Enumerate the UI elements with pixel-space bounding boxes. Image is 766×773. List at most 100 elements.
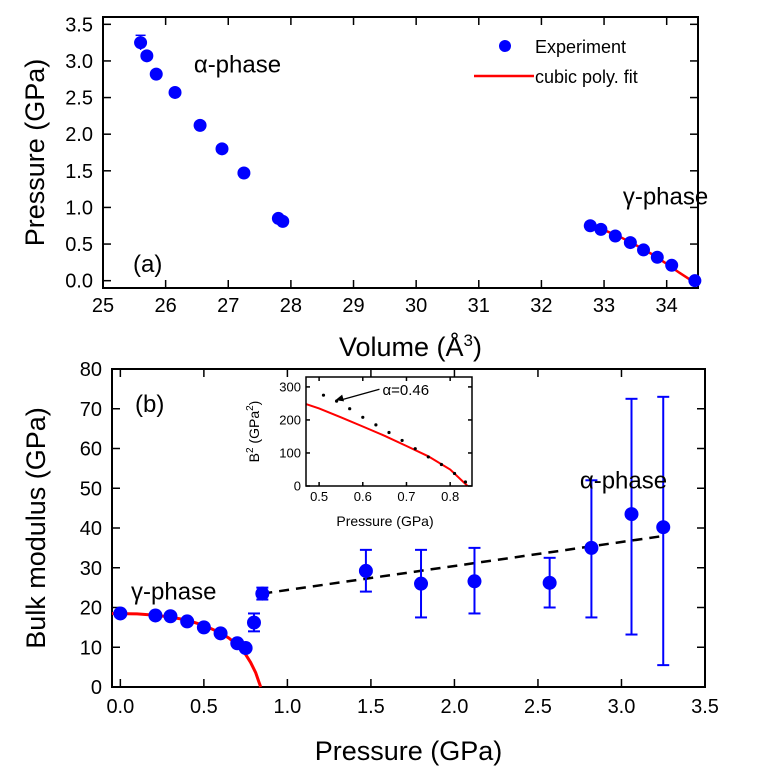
x-tick-label: 30 (405, 295, 427, 317)
bulk-modulus-point (238, 641, 253, 656)
inset-x-ticks: 0.5 0.6 0.7 0.8 (310, 377, 459, 504)
bulk-modulus-point (255, 586, 270, 601)
inset-data-point (374, 423, 378, 427)
inset-frame (305, 376, 473, 487)
panel-a-frame (102, 16, 699, 289)
panel-b-y-axis-title: Bulk modulus (GPa) (21, 407, 51, 649)
inset-series (305, 393, 469, 487)
x-tick-label: 27 (217, 295, 239, 317)
panel-a-gamma-phase-label: γ-phase (623, 183, 708, 210)
x-tick-label: 2.0 (441, 696, 469, 718)
panel-a-label: (a) (133, 251, 162, 278)
experiment-point (140, 49, 154, 63)
x-tick-label: 34 (656, 295, 678, 317)
y-tick-label: 0.5 (65, 234, 93, 256)
panel-a-y-ticks: 0.0 0.5 1.0 1.5 2.0 2.5 3.0 3.5 (65, 14, 698, 293)
bulk-modulus-point (584, 540, 599, 555)
panel-b-gamma-phase-label: γ-phase (131, 579, 216, 606)
experiment-point (215, 142, 229, 156)
inset-y-axis-title: B2 (GPa2) (245, 401, 262, 463)
experiment-point (583, 219, 597, 233)
bulk-modulus-point (148, 608, 163, 623)
experiment-point (134, 36, 148, 50)
panel-a-series (134, 34, 702, 288)
panel-b: 0.0 0.5 1.0 1.5 2.0 2.5 3.0 3.5 0 10 20 30 40 50 60 70… (21, 359, 719, 766)
panel-b-label: (b) (135, 391, 164, 418)
x-tick-label: 0.5 (190, 696, 218, 718)
x-tick-label: 0.8 (441, 489, 459, 504)
y-tick-label: 1.0 (65, 197, 93, 219)
panel-a-x-ticks: 25 26 27 28 29 30 31 32 33 34 (92, 17, 678, 317)
y-tick-label: 0 (91, 677, 102, 699)
x-tick-label: 2.5 (524, 696, 552, 718)
x-tick-label: 26 (155, 295, 177, 317)
x-tick-label: 0.5 (310, 489, 328, 504)
panel-b-x-ticks: 0.0 0.5 1.0 1.5 2.0 2.5 3.0 3.5 (106, 369, 719, 718)
panel-a-legend: Experiment cubic poly. fit (474, 37, 638, 87)
bulk-modulus-point (180, 614, 195, 629)
inset-data-point (348, 407, 352, 411)
y-tick-label: 40 (80, 518, 102, 540)
bulk-modulus-point (656, 520, 671, 535)
alpha-phase-trend-line (262, 534, 664, 595)
panel-a-x-axis-title: Volume (Å3) (339, 331, 482, 362)
y-tick-label: 2.5 (65, 88, 93, 110)
y-tick-label: 80 (80, 359, 102, 381)
legend-marker-experiment (499, 40, 511, 52)
y-tick-label: 2.0 (65, 124, 93, 146)
inset-data-point (361, 415, 365, 419)
inset-data-point (387, 430, 391, 435)
panel-b-x-axis-title: Pressure (GPa) (315, 736, 503, 766)
y-tick-label: 60 (80, 439, 102, 461)
inset-data-point (463, 480, 468, 484)
x-tick-label: 25 (92, 295, 114, 317)
experiment-point (608, 229, 622, 243)
y-tick-label: 0 (294, 479, 301, 494)
experiment-point (237, 166, 251, 180)
y-tick-label: 300 (279, 379, 301, 394)
panel-b-series (111, 395, 671, 688)
experiment-point (637, 243, 651, 257)
bulk-modulus-point (624, 507, 639, 522)
y-tick-label: 20 (80, 598, 102, 620)
bulk-modulus-point (358, 563, 373, 578)
y-tick-label: 200 (279, 412, 301, 427)
y-tick-label: 10 (80, 637, 102, 659)
inset-alpha-value-label: α=0.46 (382, 382, 429, 399)
inset-data-point (426, 455, 430, 459)
y-tick-label: 3.5 (65, 14, 93, 36)
bulk-modulus-point (467, 574, 482, 589)
x-tick-label: 29 (342, 295, 364, 317)
inset-data-point (321, 393, 326, 397)
inset-data-point (439, 462, 444, 467)
x-tick-label: 1.5 (357, 696, 385, 718)
x-tick-label: 3.0 (608, 696, 636, 718)
experiment-point (193, 118, 207, 132)
inset-data-point (413, 447, 417, 451)
inset-data-point (400, 438, 404, 443)
experiment-point (688, 274, 702, 288)
legend-label-cubic-fit: cubic poly. fit (535, 67, 638, 87)
inset-annotation-arrow (340, 388, 380, 401)
experiment-point (623, 236, 637, 250)
experiment-point (276, 214, 290, 228)
experiment-point (168, 85, 182, 99)
bulk-modulus-point (163, 609, 178, 624)
experiment-point (665, 258, 679, 272)
x-tick-label: 32 (530, 295, 552, 317)
y-tick-label: 0.0 (65, 271, 93, 293)
inset-data-point (452, 471, 457, 476)
y-tick-label: 3.0 (65, 51, 93, 73)
experiment-point (650, 250, 664, 264)
bulk-modulus-point (542, 575, 557, 590)
panel-a-y-axis-title: Pressure (GPa) (20, 59, 50, 247)
x-tick-label: 3.5 (691, 696, 719, 718)
experiment-point (149, 67, 163, 81)
inset-annotation-arrowhead (335, 394, 345, 402)
experiment-point (594, 222, 608, 236)
panel-b-alpha-phase-label: α-phase (580, 467, 667, 494)
bulk-modulus-point (414, 576, 429, 591)
x-tick-label: 1.0 (273, 696, 301, 718)
y-tick-label: 100 (279, 446, 301, 461)
panel-b-inset: 0.5 0.6 0.7 0.8 0 100 200 300 α=0.46 Pressure … (245, 376, 473, 529)
